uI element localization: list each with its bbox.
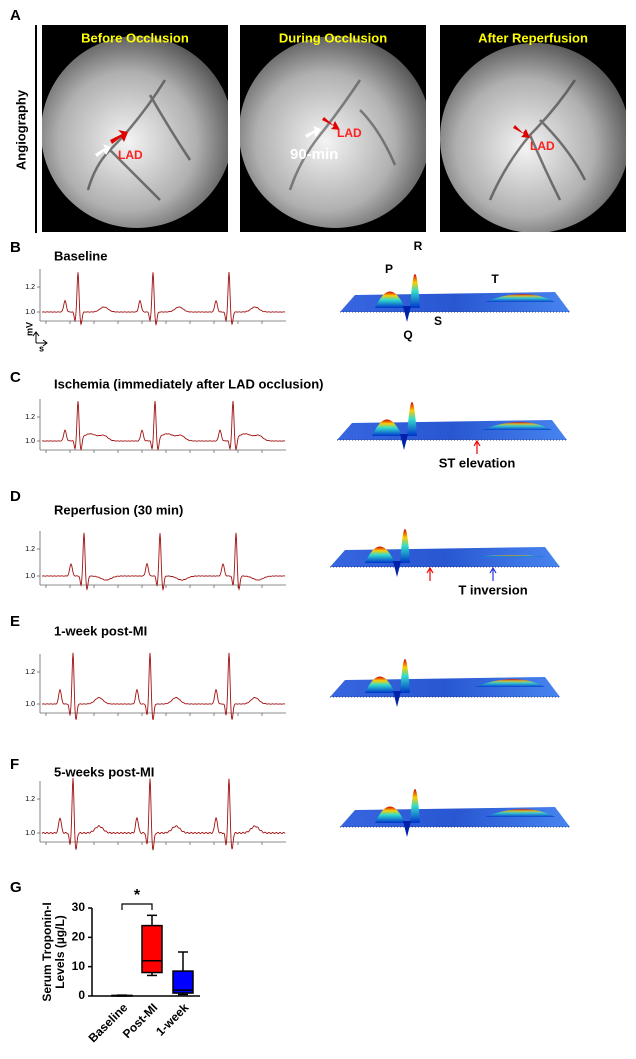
panel-title: 5-weeks post-MI: [54, 764, 154, 779]
y-tick-label: 1.2: [25, 546, 35, 553]
ecg-trace: [41, 778, 286, 851]
y-tick-label: 1.0: [25, 573, 35, 580]
render-q: [400, 434, 408, 450]
significance-bracket: [121, 903, 153, 910]
panel-title: After Reperfusion: [478, 30, 588, 45]
panel-label: B: [10, 239, 21, 256]
wave-label: R: [414, 239, 423, 253]
time-label: 90-min: [290, 146, 338, 163]
wave-label: T: [491, 272, 499, 286]
render-t: [485, 294, 555, 302]
annotation-arrow: [473, 439, 481, 454]
y-tick-label: 1.0: [25, 830, 35, 837]
y-tick-label: 1.0: [25, 438, 35, 445]
x-tick-label: 1-week: [153, 1000, 191, 1038]
render-p: [365, 546, 395, 563]
render-p: [375, 806, 405, 823]
angio-panel: During Occlusion LAD 90-min: [240, 25, 426, 232]
angio-panel: After Reperfusion LAD: [440, 25, 626, 232]
row-label: Angiography: [13, 89, 28, 170]
annotation-arrow: [426, 566, 434, 581]
panel-label: E: [10, 613, 20, 630]
wave-label: P: [385, 262, 393, 276]
render-q: [393, 561, 401, 577]
render-r: [400, 529, 410, 563]
x-unit: s: [39, 343, 44, 353]
render-r: [407, 402, 417, 436]
render-r: [400, 659, 410, 693]
panel-title: Reperfusion (30 min): [54, 502, 183, 517]
y-tick-label: 1.0: [25, 309, 35, 316]
panel-title: 1-week post-MI: [54, 623, 147, 638]
panel-title: Ischemia (immediately after LAD occlusio…: [54, 376, 323, 391]
y-tick-label: 1.2: [25, 284, 35, 291]
unit-arrows: [32, 331, 48, 347]
panel-label: C: [10, 369, 21, 386]
ecg-trace: [41, 272, 286, 327]
render-t: [485, 809, 555, 817]
panel-title: Baseline: [54, 248, 107, 263]
ecg-trace: [41, 532, 286, 592]
y-tick-label: 1.2: [25, 796, 35, 803]
y-tick-label: 1.0: [25, 701, 35, 708]
panel-label: A: [10, 7, 21, 24]
x-tick-label: Baseline: [86, 1000, 131, 1045]
y-unit: mV: [24, 322, 34, 336]
box: [172, 970, 194, 994]
render-q: [403, 821, 411, 837]
render-t: [482, 422, 552, 430]
ecg-trace: [41, 400, 286, 452]
vessel-label: LAD: [530, 139, 555, 153]
panel-label: F: [10, 756, 19, 773]
ecg-trace: [41, 652, 286, 721]
y-tick-label: 30: [72, 900, 86, 914]
y-tick-label: 1.2: [25, 669, 35, 676]
y-tick-label: 20: [72, 930, 86, 944]
panel-label: D: [10, 488, 21, 505]
render-p: [372, 419, 402, 436]
panel-title: Before Occlusion: [81, 30, 189, 45]
render-t: [475, 679, 545, 687]
render-p: [375, 291, 405, 308]
panel-title: During Occlusion: [279, 30, 387, 45]
y-tick-label: 1.2: [25, 414, 35, 421]
render-t: [475, 555, 545, 557]
render-r: [410, 274, 420, 308]
y-axis-label: Serum Troponin-I: [40, 902, 54, 1001]
vessel-label: LAD: [337, 126, 362, 140]
y-axis-label: Levels (µg/L): [53, 915, 67, 989]
angio-panel: Before Occlusion LAD: [42, 25, 228, 232]
vessel-label: LAD: [118, 148, 143, 162]
render-q: [393, 691, 401, 707]
render-r: [410, 789, 420, 823]
wave-label: S: [434, 314, 442, 328]
render-q: [403, 306, 411, 322]
wave-label: Q: [403, 328, 412, 342]
y-tick-label: 0: [78, 988, 85, 1002]
annotation: ST elevation: [439, 455, 516, 470]
annotation-arrow: [489, 566, 497, 581]
box: [141, 924, 163, 974]
significance: *: [134, 887, 141, 904]
render-p: [365, 676, 395, 693]
panel-label: G: [10, 879, 22, 896]
annotation: T inversion: [458, 582, 527, 597]
y-tick-label: 10: [72, 959, 86, 973]
